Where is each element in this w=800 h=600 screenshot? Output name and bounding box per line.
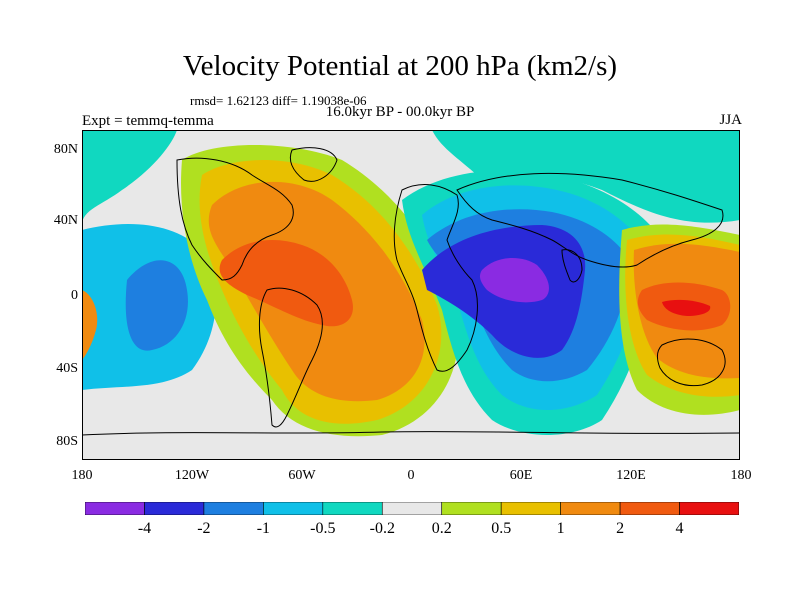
east-pacific-blue — [125, 260, 188, 351]
period-subtitle: 16.0kyr BP - 00.0kyr BP — [325, 104, 475, 120]
colorbar-label: -2 — [197, 520, 211, 537]
map-frame — [82, 130, 740, 460]
lon-label-120w: 120W — [174, 468, 210, 483]
colorbar-swatch — [500, 502, 561, 515]
africa-core — [479, 258, 549, 303]
stats-line: rmsd= 1.62123 diff= 1.19038e-06 — [190, 93, 367, 108]
lat-label-0: 0 — [71, 288, 78, 303]
atlantic-red-orange — [219, 240, 353, 327]
colorbar-swatch — [679, 502, 739, 515]
velocity-potential-map — [82, 130, 740, 460]
europe-africa-coast — [393, 184, 478, 372]
arctic-cyan-band — [82, 130, 177, 225]
lon-label-180w: 180 — [71, 468, 93, 483]
colorbar-swatch — [144, 502, 205, 515]
experiment-label: Expt = temmq-temma — [82, 113, 214, 129]
lon-label-180e: 180 — [730, 468, 752, 483]
colorbar-label: 0.5 — [491, 520, 512, 537]
colorbar-swatch — [85, 502, 145, 515]
lat-label-40n: 40N — [53, 213, 78, 228]
maritime-continent-core — [662, 299, 711, 316]
australia-coast — [657, 338, 726, 387]
greenland-coast — [289, 147, 338, 182]
colorbar-label: -0.2 — [369, 520, 395, 537]
colorbar-swatch — [203, 502, 264, 515]
west-edge-positive — [82, 290, 98, 360]
colorbar-label: 4 — [675, 520, 684, 537]
plot-title: Velocity Potential at 200 hPa (km2/s) — [182, 50, 618, 82]
lat-label-40s: 40S — [56, 361, 78, 376]
colorbar-label: -4 — [137, 520, 152, 537]
lat-label-80s: 80S — [56, 434, 78, 449]
colorbar-label: 0.2 — [431, 520, 452, 537]
antarctica-coast — [82, 431, 740, 436]
lat-label-80n: 80N — [53, 142, 78, 157]
arctic-cyan-band-east — [432, 130, 740, 223]
colorbar-swatch — [322, 502, 383, 515]
coastlines — [82, 147, 740, 436]
lon-label-120e: 120E — [616, 468, 646, 483]
season-label: JJA — [719, 112, 742, 128]
colorbar-label: -0.5 — [310, 520, 336, 537]
lon-label-60w: 60W — [288, 468, 316, 483]
colorbar-swatch — [441, 502, 502, 515]
colorbar-swatch — [381, 502, 443, 515]
south-america-coast — [258, 287, 323, 428]
colorbar-swatch — [263, 502, 324, 515]
colorbar-label: -1 — [256, 520, 271, 537]
asia-coast — [456, 172, 724, 268]
colorbar-label: 2 — [616, 520, 625, 537]
colorbar-label: 1 — [556, 520, 565, 537]
india-coast — [561, 249, 583, 283]
lon-label-60e: 60E — [509, 468, 533, 483]
colorbar — [85, 502, 739, 515]
colorbar-swatch — [619, 502, 680, 515]
north-america-coast — [176, 157, 294, 281]
lon-label-0: 0 — [407, 468, 415, 483]
colorbar-swatch — [560, 502, 621, 515]
